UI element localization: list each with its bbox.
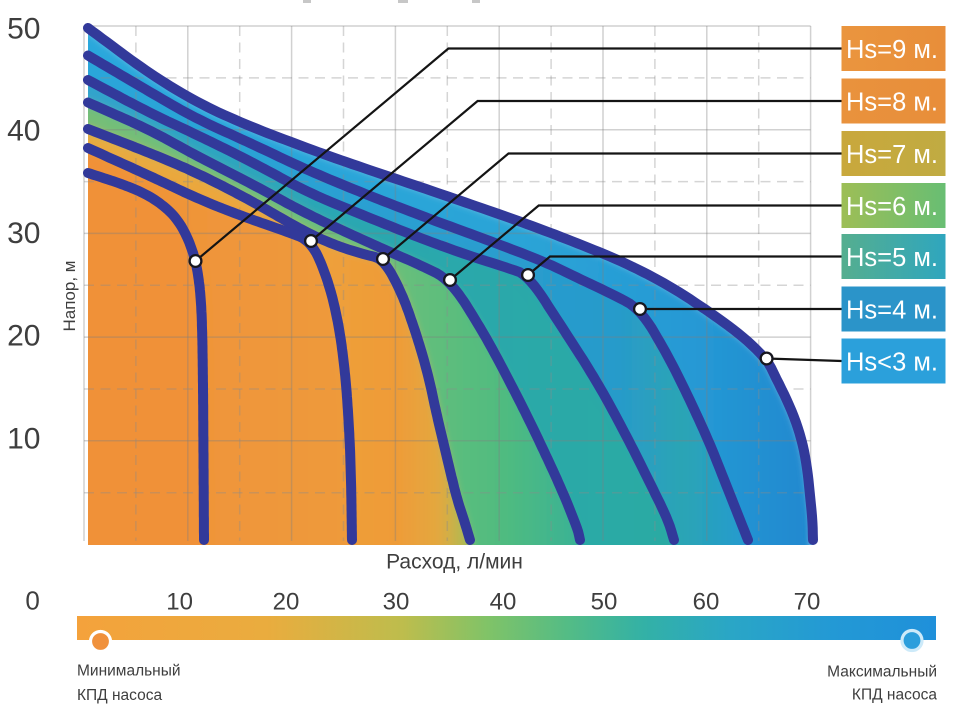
svg-text:Hs<3 м.: Hs<3 м.: [846, 349, 938, 377]
svg-text:30: 30: [383, 589, 410, 616]
svg-text:Hs=7 м.: Hs=7 м.: [846, 141, 938, 169]
svg-text:КПД насоса: КПД насоса: [852, 687, 937, 704]
svg-text:Расход, л/мин: Расход, л/мин: [386, 551, 523, 574]
svg-text:Hs=4 м.: Hs=4 м.: [846, 297, 938, 325]
svg-text:10: 10: [166, 589, 193, 616]
svg-text:Hs=5 м.: Hs=5 м.: [846, 244, 938, 272]
svg-text:40: 40: [490, 589, 517, 616]
svg-text:0: 0: [25, 585, 39, 615]
svg-text:Напор, м: Напор, м: [60, 261, 79, 332]
svg-text:10: 10: [7, 423, 40, 456]
svg-text:40: 40: [7, 115, 40, 148]
svg-text:20: 20: [7, 319, 40, 352]
svg-text:Hs=8 м.: Hs=8 м.: [846, 89, 938, 117]
svg-text:20: 20: [273, 589, 300, 616]
svg-text:50: 50: [7, 13, 40, 46]
svg-text:30: 30: [7, 217, 40, 250]
svg-text:Hs=6 м.: Hs=6 м.: [846, 193, 938, 221]
svg-text:КПД насоса: КПД насоса: [77, 687, 162, 704]
svg-text:Hs=9 м.: Hs=9 м.: [846, 36, 938, 64]
svg-text:Максимальный: Максимальный: [827, 664, 937, 681]
svg-text:60: 60: [693, 589, 720, 616]
svg-text:Минимальный: Минимальный: [77, 663, 181, 680]
svg-text:70: 70: [794, 589, 821, 616]
svg-text:50: 50: [591, 589, 618, 616]
